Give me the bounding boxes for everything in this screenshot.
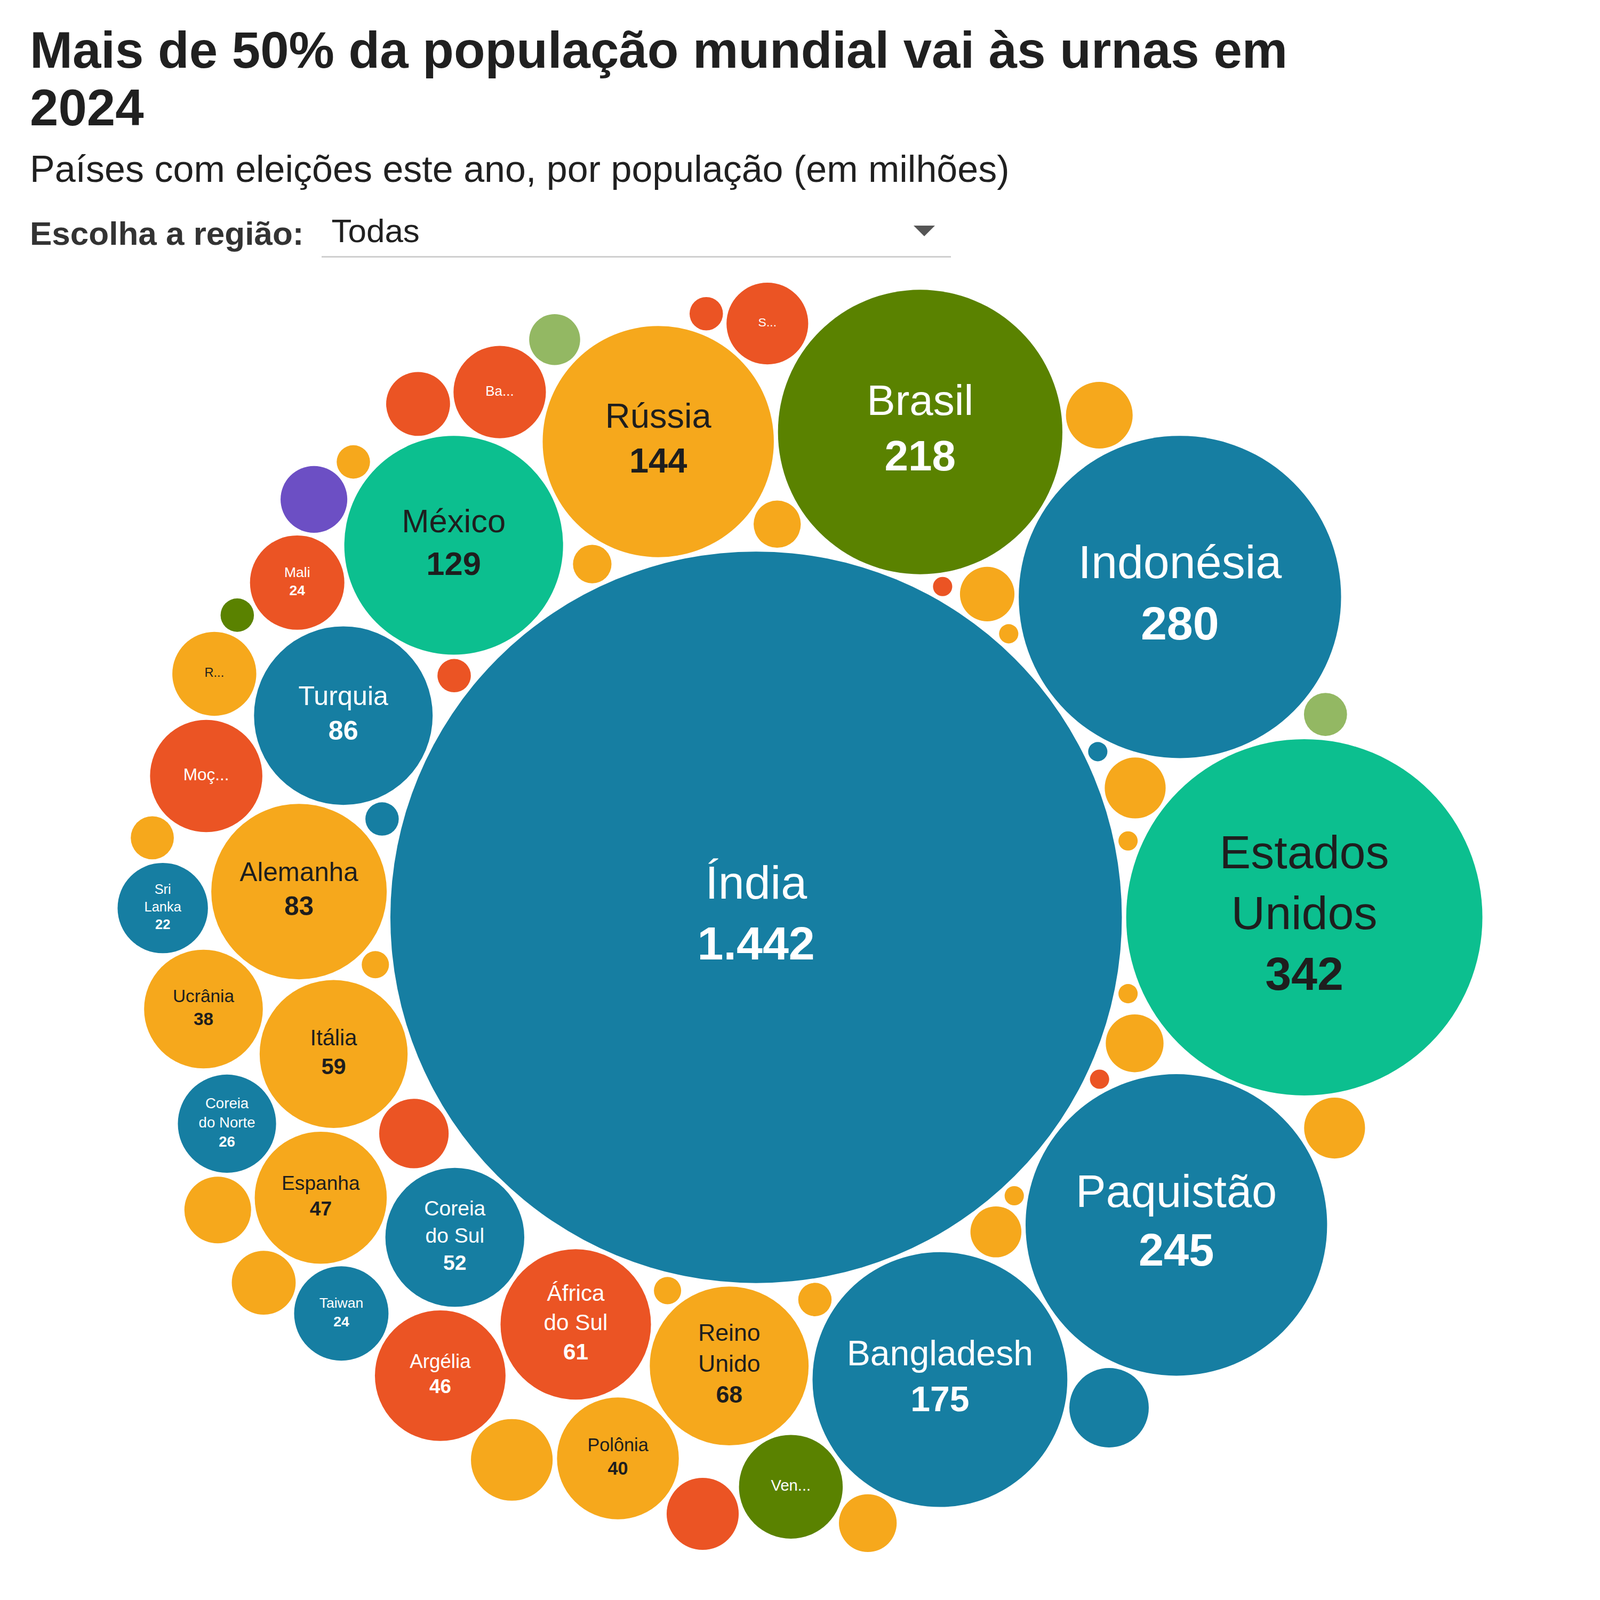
html-text:Países com eleições este ano,: Países com eleições este ano, por popula… (29, 148, 1010, 190)
svg-text:R...: R... (204, 665, 224, 680)
svg-text:Espanha47: Espanha47 (281, 1171, 360, 1220)
svg-text:Polônia40: Polônia40 (587, 1434, 649, 1479)
svg-text:Moç...: Moç... (183, 764, 230, 784)
svg-text:México129: México129 (401, 502, 506, 582)
svg-text:Indonésia280: Indonésia280 (1078, 535, 1283, 650)
svg-text:Coreiado Norte26: Coreiado Norte26 (198, 1094, 256, 1150)
svg-text:Bangladesh175: Bangladesh175 (846, 1333, 1034, 1419)
html-text:Mais de 50% da população mundi: Mais de 50% da população mundial vai às … (29, 21, 1288, 136)
svg-text:Itália59: Itália59 (310, 1025, 358, 1079)
svg-text:Índia1.442: Índia1.442 (697, 856, 815, 970)
svg-text:Áfricado Sul61: Áfricado Sul61 (544, 1280, 608, 1365)
svg-text:ReinoUnido68: ReinoUnido68 (698, 1319, 761, 1408)
svg-text:Ucrânia38: Ucrânia38 (172, 986, 235, 1029)
svg-text:Rússia144: Rússia144 (605, 396, 712, 481)
svg-text:Alemanha83: Alemanha83 (240, 857, 359, 921)
svg-text:Paquistão245: Paquistão245 (1075, 1165, 1277, 1276)
svg-text:Taiwan24: Taiwan24 (319, 1294, 364, 1330)
svg-text:Ba...: Ba... (485, 382, 514, 399)
svg-text:Turquia86: Turquia86 (298, 681, 389, 746)
html-text:Escolha a região:: Escolha a região: (29, 214, 304, 252)
svg-text:Brasil218: Brasil218 (866, 376, 974, 480)
svg-text:Argélia46: Argélia46 (409, 1350, 471, 1398)
svg-text:Mali24: Mali24 (284, 564, 311, 599)
svg-text:Coreiado Sul52: Coreiado Sul52 (424, 1196, 486, 1275)
svg-text:SriLanka22: SriLanka22 (144, 881, 182, 932)
svg-text:Ven...: Ven... (771, 1476, 812, 1494)
svg-text:S...: S... (758, 315, 777, 330)
html-text:Todas: Todas (331, 212, 420, 250)
svg-text:EstadosUnidos342: EstadosUnidos342 (1219, 825, 1390, 1001)
